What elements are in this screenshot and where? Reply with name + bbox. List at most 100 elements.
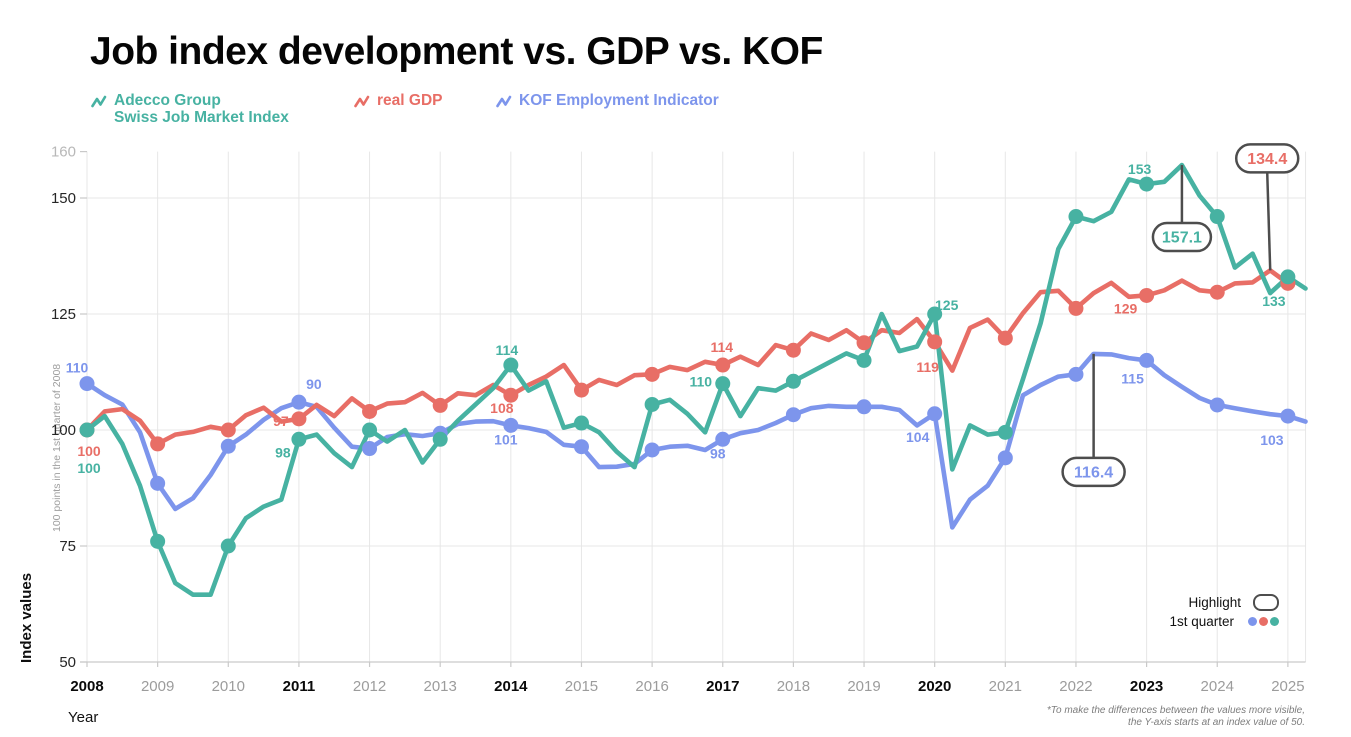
x-tick-label-2023: 2023 xyxy=(1130,678,1163,695)
adecco-q1-label-2017: 110 xyxy=(689,374,712,390)
first-quarter-legend-row: 1st quarter xyxy=(1169,612,1279,631)
x-tick-label-2016: 2016 xyxy=(635,678,668,695)
kof-q1-dot-2018 xyxy=(785,407,801,423)
adecco-q1-dot-2013 xyxy=(432,431,448,447)
gdp-q1-dot-2017 xyxy=(715,357,731,373)
x-tick-label-2020: 2020 xyxy=(918,678,951,695)
kof-q1-label-2017: 98 xyxy=(710,445,726,461)
gdp-q1-label-2008: 100 xyxy=(77,443,101,459)
adecco-q1-dot-2019 xyxy=(856,352,872,368)
kof-q1-dot-2023 xyxy=(1139,352,1155,368)
kof-q1-dot-2010 xyxy=(220,438,236,454)
callout-text-116.4: 116.4 xyxy=(1074,464,1113,481)
gdp-q1-dot-2020 xyxy=(927,334,943,350)
y-tick-label-100: 100 xyxy=(51,422,76,439)
axes xyxy=(80,151,1306,667)
adecco-q1-dot-2014 xyxy=(503,357,519,373)
x-tick-label-2009: 2009 xyxy=(141,678,174,695)
y-tick-label-75: 75 xyxy=(59,538,76,555)
legend-item-adecco: Adecco Group Swiss Job Market Index xyxy=(91,92,354,126)
x-tick-label-2017: 2017 xyxy=(706,678,739,695)
adecco-q1-label-2023: 153 xyxy=(1128,161,1152,177)
x-tick-label-2024: 2024 xyxy=(1201,678,1234,695)
footnote: *To make the differences between the val… xyxy=(1047,705,1305,729)
adecco-q1-label-2025: 133 xyxy=(1262,293,1286,309)
adecco-q1-dot-2025 xyxy=(1280,269,1296,285)
adecco-q1-dot-2015 xyxy=(573,415,589,431)
gdp-q1-dots xyxy=(79,275,1296,452)
x-tick-label-2014: 2014 xyxy=(494,678,528,695)
x-tick-label-2015: 2015 xyxy=(565,678,598,695)
callout-pill-134.4 xyxy=(1234,143,1300,174)
adecco-q1-dot-2017 xyxy=(715,376,731,392)
page-title: Job index development vs. GDP vs. KOF xyxy=(90,30,823,73)
callout-line-134.4 xyxy=(1265,172,1272,271)
x-tick-label-2021: 2021 xyxy=(989,678,1022,695)
gdp-dot-icon xyxy=(1259,617,1268,626)
x-tick-label-2025: 2025 xyxy=(1271,678,1304,695)
adecco-q1-dot-2022 xyxy=(1068,209,1084,225)
footnote-line1: *To make the differences between the val… xyxy=(1046,705,1305,716)
legend-label-adecco: Adecco Group Swiss Job Market Index xyxy=(114,92,289,126)
kof-line-icon xyxy=(496,95,512,108)
x-tick-label-2013: 2013 xyxy=(424,678,457,695)
gridlines xyxy=(86,151,1307,662)
adecco-q1-dot-2020 xyxy=(927,306,943,322)
adecco-q1-dots xyxy=(79,176,1296,554)
gdp-q1-label-2014: 108 xyxy=(490,400,514,416)
kof-q1-label-2020: 104 xyxy=(906,429,930,445)
highlight-pill-icon xyxy=(1253,594,1279,611)
highlight-label: Highlight xyxy=(1188,595,1241,610)
legend-label-gdp-line1: real GDP xyxy=(377,92,443,109)
adecco-q1-dot-2016 xyxy=(644,396,660,412)
y-tick-label-160: 160 xyxy=(51,144,76,161)
highlight-legend: Highlight 1st quarter xyxy=(1169,593,1279,631)
first-quarter-dots xyxy=(1246,617,1279,626)
tick-labels: 160 150 125 100 75 50 2008 2009 2010 2011 2012 2013… xyxy=(51,144,1305,695)
adecco-q1-dot-2012 xyxy=(362,422,378,438)
x-tick-label-2011: 2011 xyxy=(283,678,316,695)
callout-text-157.1: 157.1 xyxy=(1162,230,1202,247)
adecco-q1-dot-2008 xyxy=(79,422,95,438)
adecco-q1-dot-2023 xyxy=(1139,176,1155,192)
gdp-q1-dot-2023 xyxy=(1139,287,1155,303)
y-tick-label-125: 125 xyxy=(51,306,76,323)
legend-label-kof-line1: KOF Employment Indicator xyxy=(519,92,719,109)
kof-q1-label-2011: 90 xyxy=(306,376,322,392)
highlight-legend-row: Highlight xyxy=(1169,593,1279,612)
kof-q1-label-2014: 101 xyxy=(494,431,518,447)
series-legend: Adecco Group Swiss Job Market Index real… xyxy=(91,92,719,126)
kof-q1-dot-2009 xyxy=(150,475,166,491)
adecco-q1-label-2011: 98 xyxy=(275,444,291,460)
legend-label-gdp: real GDP xyxy=(377,92,442,109)
adecco-line-icon xyxy=(91,95,107,108)
gdp-q1-dot-2019 xyxy=(856,335,872,351)
adecco-q1-dot-2009 xyxy=(150,533,166,549)
highlight-callouts: 157.1 134.4 116.4 xyxy=(1061,143,1300,488)
gdp-q1-dot-2015 xyxy=(573,382,589,398)
kof-q1-dot-2017 xyxy=(715,431,731,447)
legend-label-kof: KOF Employment Indicator xyxy=(519,92,719,109)
adecco-q1-dot-2024 xyxy=(1209,209,1225,225)
kof-q1-dot-2014 xyxy=(503,417,519,433)
gdp-line-icon xyxy=(354,95,370,108)
legend-item-gdp: real GDP xyxy=(354,92,496,126)
gdp-q1-label-2011: 97 xyxy=(273,413,289,429)
kof-dot-icon xyxy=(1248,617,1257,626)
legend-label-adecco-line1: Adecco Group xyxy=(114,92,221,109)
x-tick-label-2010: 2010 xyxy=(212,678,245,695)
gdp-q1-dot-2014 xyxy=(503,387,519,403)
gdp-line xyxy=(84,268,1291,447)
kof-q1-label-2025: 103 xyxy=(1260,432,1284,448)
gdp-q1-dot-2012 xyxy=(362,403,378,419)
legend-label-adecco-line2: Swiss Job Market Index xyxy=(114,109,289,126)
gdp-q1-label-2017: 114 xyxy=(710,339,733,355)
gdp-q1-label-2020: 119 xyxy=(916,359,939,375)
y-tick-label-50: 50 xyxy=(59,654,76,671)
gdp-q1-dot-2018 xyxy=(785,342,801,358)
kof-line xyxy=(84,351,1308,530)
adecco-q1-dot-2011 xyxy=(291,431,307,447)
